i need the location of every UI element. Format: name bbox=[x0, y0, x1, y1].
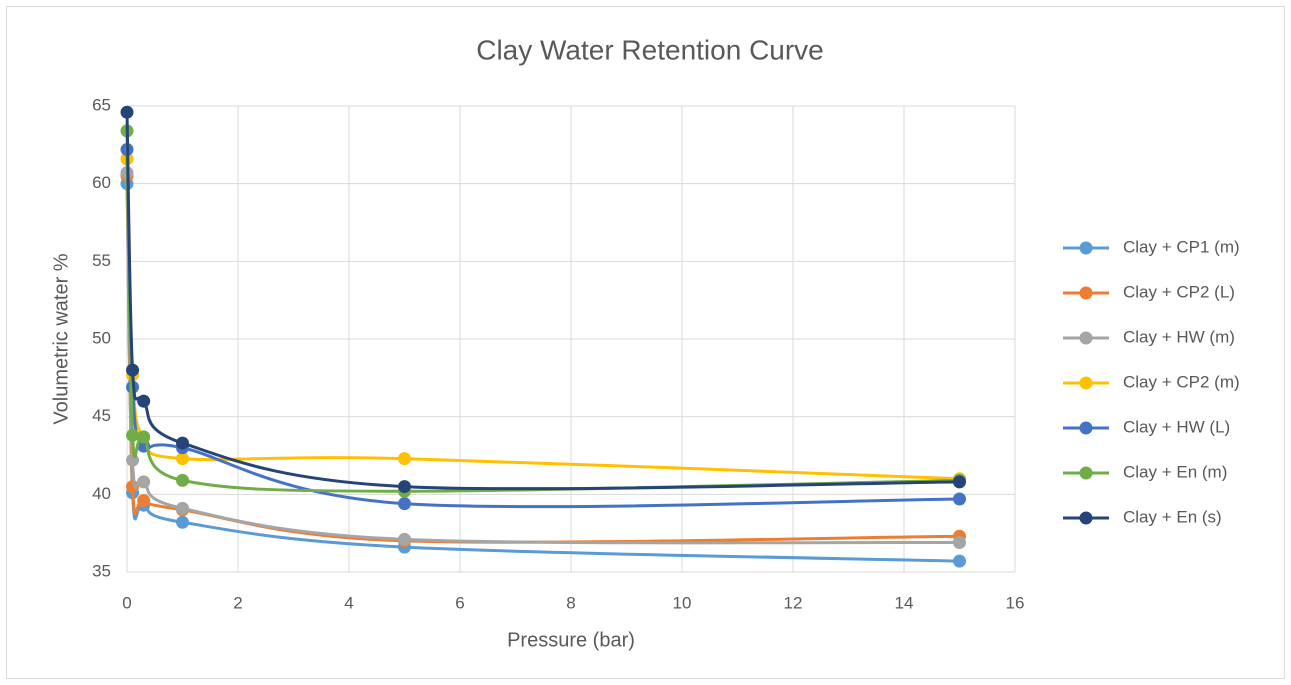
marker bbox=[126, 363, 140, 377]
marker bbox=[176, 515, 189, 529]
y-tick-label: 40 bbox=[92, 484, 111, 503]
marker bbox=[120, 105, 134, 119]
y-tick-label: 45 bbox=[92, 406, 111, 425]
marker bbox=[953, 492, 966, 506]
marker bbox=[176, 473, 189, 487]
x-tick-label: 16 bbox=[1006, 593, 1025, 612]
x-tick-label: 14 bbox=[895, 593, 914, 612]
marker bbox=[137, 475, 151, 489]
legend-label: Clay + En (m) bbox=[1123, 462, 1227, 481]
marker bbox=[398, 532, 411, 546]
chart-frame bbox=[6, 6, 1285, 679]
marker bbox=[176, 501, 189, 515]
y-tick-label: 55 bbox=[92, 251, 111, 270]
x-tick-label: 10 bbox=[673, 593, 692, 612]
x-tick-label: 4 bbox=[344, 593, 353, 612]
legend-label: Clay + En (s) bbox=[1123, 507, 1222, 526]
legend-label: Clay + HW (L) bbox=[1123, 417, 1230, 436]
marker bbox=[137, 430, 151, 444]
legend-marker bbox=[1079, 286, 1093, 300]
x-tick-label: 6 bbox=[455, 593, 464, 612]
x-axis-title: Pressure (bar) bbox=[507, 629, 635, 651]
marker bbox=[398, 452, 411, 466]
y-tick-label: 35 bbox=[92, 561, 111, 580]
legend-marker bbox=[1079, 241, 1093, 255]
legend-marker bbox=[1079, 511, 1093, 525]
y-axis-title: Volumetric water % bbox=[50, 253, 72, 424]
y-tick-label: 50 bbox=[92, 328, 111, 347]
legend-label: Clay + HW (m) bbox=[1123, 327, 1235, 346]
legend-label: Clay + CP2 (m) bbox=[1123, 372, 1240, 391]
marker bbox=[398, 497, 411, 511]
legend-marker bbox=[1079, 466, 1093, 480]
marker bbox=[176, 436, 189, 450]
x-tick-label: 0 bbox=[122, 593, 131, 612]
marker bbox=[953, 535, 966, 549]
y-tick-label: 60 bbox=[92, 173, 111, 192]
marker bbox=[176, 452, 189, 466]
marker bbox=[953, 554, 966, 568]
y-tick-label: 65 bbox=[92, 95, 111, 114]
legend-label: Clay + CP1 (m) bbox=[1123, 237, 1240, 256]
marker bbox=[137, 394, 151, 408]
marker bbox=[953, 475, 966, 489]
x-tick-label: 8 bbox=[566, 593, 575, 612]
marker bbox=[126, 428, 140, 442]
marker bbox=[398, 480, 411, 494]
x-tick-label: 12 bbox=[784, 593, 803, 612]
marker bbox=[126, 480, 140, 494]
legend-marker bbox=[1079, 421, 1093, 435]
legend-label: Clay + CP2 (L) bbox=[1123, 282, 1235, 301]
legend-marker bbox=[1079, 376, 1093, 390]
marker bbox=[126, 453, 140, 467]
chart-title: Clay Water Retention Curve bbox=[476, 34, 824, 65]
legend-marker bbox=[1079, 331, 1093, 345]
x-tick-label: 2 bbox=[233, 593, 242, 612]
marker bbox=[137, 494, 151, 508]
